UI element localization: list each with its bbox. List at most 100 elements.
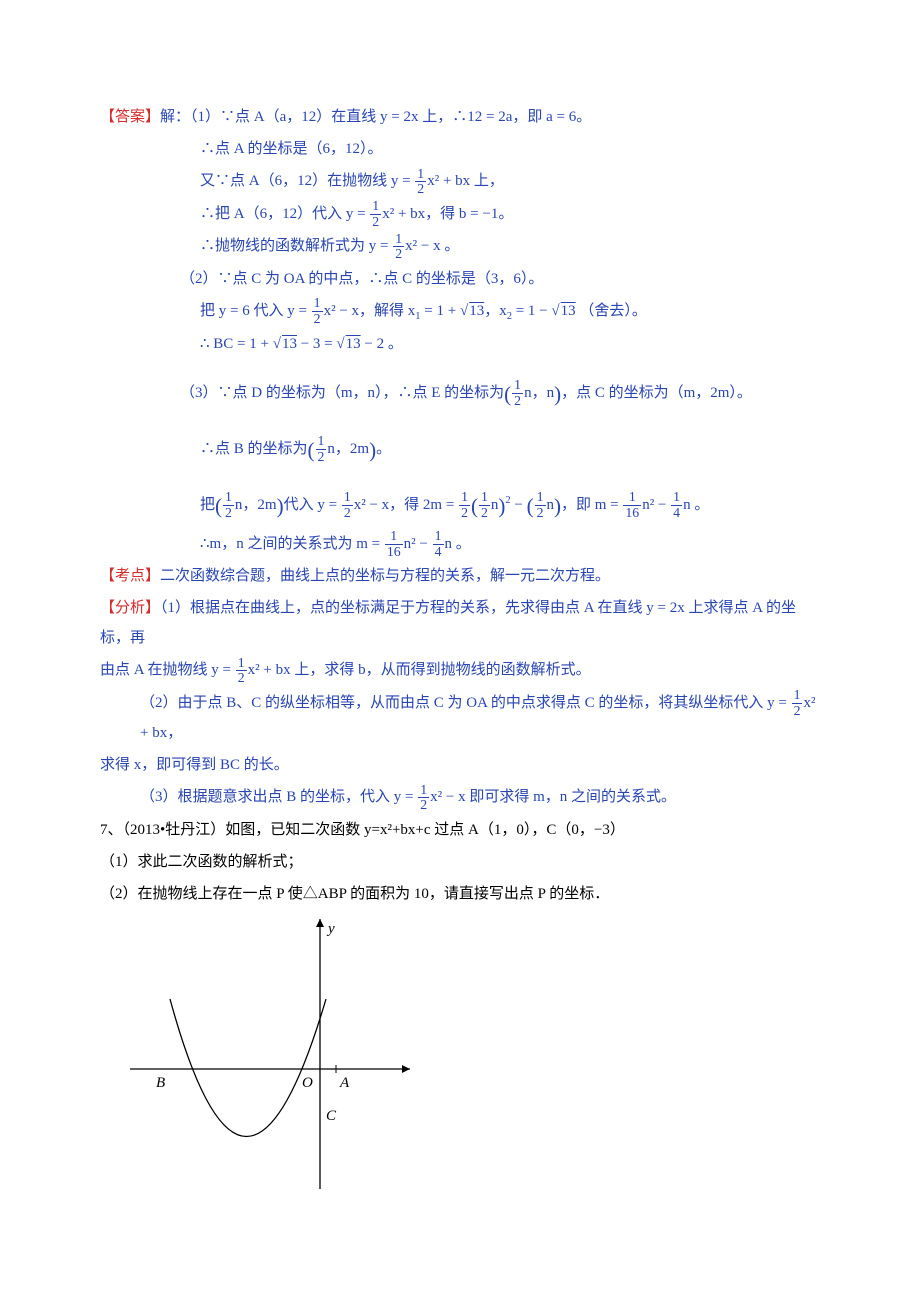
frac-sixteenth-icon: 116 (623, 490, 641, 520)
frac-half-icon: 12 (370, 199, 381, 229)
p2-l3-wrap: ∴ BC = 1 + √13 − 3 = √13 − 2 。 (100, 329, 820, 359)
kaodian-label: 【考点】 (100, 568, 160, 584)
p2-l2-sfx: （舍去）。 (579, 303, 647, 319)
p1-l2: ∴点 A 的坐标是（6，12）。 (200, 141, 383, 157)
p2-l2-c: ，x (484, 303, 507, 319)
p3-l1-pre: （3）∵点 D 的坐标为（m，n），∴点 E 的坐标为 (180, 385, 504, 401)
frac-half-icon: 12 (393, 232, 404, 262)
sqrt-13d: 13 (345, 336, 361, 352)
p3-l4-pre: ∴m，n 之间的关系式为 m = (200, 536, 384, 552)
p3-l3-mid1: 代入 y = (284, 497, 341, 513)
graph-svg-icon: y B O A C (130, 919, 410, 1189)
p1-l5-wrap: ∴抛物线的函数解析式为 y = 12x² − x 。 (100, 231, 820, 262)
frac-half-icon: 12 (459, 490, 470, 520)
fenxi-l2c-wrap: 求得 x，即可得到 BC 的长。 (100, 750, 820, 780)
fenxi-l1b-wrap: 由点 A 在抛物线 y = 12x² + bx 上，求得 b，从而得到抛物线的函… (100, 655, 820, 686)
frac-half-icon: 12 (792, 688, 803, 718)
svg-text:O: O (302, 1075, 313, 1091)
fenxi-l1: （1）根据点在曲线上，点的坐标满足于方程的关系，先求得由点 A 在直线 y = … (100, 600, 796, 646)
prob7-head: 7、（2013•牡丹江）如图，已知二次函数 y=x²+bx+c 过点 A（1，0… (100, 815, 820, 845)
frac-half-icon: 12 (418, 783, 429, 813)
frac-half-icon: 12 (312, 296, 323, 326)
lparen-icon: ( (215, 494, 222, 518)
svg-text:C: C (326, 1108, 337, 1124)
prob7-q1-text: （1）求此二次函数的解析式； (100, 854, 303, 870)
document-page: 【答案】解：（1）∵点 A（a，12）在直线 y = 2x 上，∴12 = 2a… (0, 0, 920, 1229)
p3-l4-wrap: ∴m，n 之间的关系式为 m = 116n² − 14n 。 (100, 529, 820, 560)
svg-text:B: B (156, 1075, 165, 1091)
lparen-icon: ( (471, 494, 478, 518)
p2-l2-pre: 把 y = 6 代入 y = (200, 303, 311, 319)
svg-text:A: A (339, 1075, 350, 1091)
frac-quarter-icon: 14 (671, 490, 682, 520)
kaodian-line: 【考点】二次函数综合题，曲线上点的坐标与方程的关系，解一元二次方程。 (100, 561, 820, 591)
p2-l1-wrap: （2）∵点 C 为 OA 的中点，∴点 C 的坐标是（3，6）。 (100, 264, 820, 294)
p1-l5-mid: x² − x 。 (405, 238, 459, 254)
fenxi-l2c: 求得 x，即可得到 BC 的长。 (100, 757, 289, 773)
answer-line-1: 【答案】解：（1）∵点 A（a，12）在直线 y = 2x 上，∴12 = 2a… (100, 102, 820, 132)
frac-half-icon: 12 (236, 656, 247, 686)
p1-l4-pre: ∴把 A（6，12）代入 y = (200, 206, 369, 222)
rparen-icon: ) (277, 494, 284, 518)
p3-l3-post: n 。 (683, 497, 709, 513)
lparen-icon: ( (308, 438, 315, 462)
p3-paren2: n，2m (327, 441, 369, 457)
prob7-q2: （2）在抛物线上存在一点 P 使△ABP 的面积为 10，请直接写出点 P 的坐… (100, 879, 820, 909)
p2-l1: （2）∵点 C 为 OA 的中点，∴点 C 的坐标是（3，6）。 (180, 271, 543, 287)
fenxi-l1b-pre: 由点 A 在抛物线 y = (100, 662, 235, 678)
prob7-q1: （1）求此二次函数的解析式； (100, 847, 820, 877)
frac-sixteenth-icon: 116 (385, 529, 403, 559)
frac-half-icon: 12 (479, 490, 490, 520)
frac-half-icon: 12 (535, 490, 546, 520)
sqrt-13b: 13 (560, 303, 576, 319)
fenxi-l1b-post: x² + bx 上，求得 b，从而得到抛物线的函数解析式。 (248, 662, 591, 678)
p3-l2-post: 。 (376, 441, 391, 457)
frac-half-icon: 12 (415, 167, 426, 197)
p3-l3-mid4: ，即 m = (561, 497, 622, 513)
kaodian-text: 二次函数综合题，曲线上点的坐标与方程的关系，解一元二次方程。 (160, 568, 610, 584)
p2-l2-eq2: = 1 − √ (512, 303, 560, 319)
rparen-icon: ) (554, 494, 561, 518)
p3-l1-wrap: （3）∵点 D 的坐标为（m，n），∴点 E 的坐标为(12n，n)，点 C 的… (100, 373, 820, 415)
p1-l3-wrap: 又∵点 A（6，12）在抛物线 y = 12x² + bx 上， (100, 166, 820, 197)
p3-l3-mid3: − (511, 497, 527, 513)
p3-l4-mid: n² − (404, 536, 432, 552)
frac-quarter-icon: 14 (433, 529, 444, 559)
p1-l4-wrap: ∴把 A（6，12）代入 y = 12x² + bx，得 b = −1。 (100, 199, 820, 230)
fenxi-l2-pre: （2）由于点 B、C 的纵坐标相等，从而由点 C 为 OA 的中点求得点 C 的… (140, 695, 791, 711)
fenxi-l3-wrap: （3）根据题意求出点 B 的坐标，代入 y = 12x² − x 即可求得 m，… (100, 782, 820, 813)
p1-l1: （1）∵点 A（a，12）在直线 y = 2x 上，∴12 = 2a，即 a =… (190, 109, 591, 125)
p2-l3-mid: − 3 = √ (297, 336, 345, 352)
frac-half-icon: 12 (223, 490, 234, 520)
frac-half-icon: 12 (342, 490, 353, 520)
p2-l3-post: − 2 。 (361, 336, 403, 352)
p1-l4-post: x² + bx，得 b = −1。 (382, 206, 513, 222)
prob7-head-text: 7、（2013•牡丹江）如图，已知二次函数 y=x²+bx+c 过点 A（1，0… (100, 822, 625, 838)
p3-l1-post: ，点 C 的坐标为（m，2m）。 (561, 385, 752, 401)
p2-l3-pre: ∴ BC = 1 + √ (200, 336, 281, 352)
answer-label: 【答案】 (100, 109, 160, 125)
p3-paren1: n，n (524, 385, 554, 401)
fenxi-l2-wrap: （2）由于点 B、C 的纵坐标相等，从而由点 C 为 OA 的中点求得点 C 的… (100, 688, 820, 749)
frac-half-icon: 12 (512, 378, 523, 408)
svg-text:y: y (326, 921, 335, 937)
lparen-icon: ( (504, 382, 511, 406)
p3-l3-wrap: 把(12n，2m)代入 y = 12x² − x，得 2m = 12(12n)2… (100, 485, 820, 527)
lparen-icon: ( (527, 494, 534, 518)
sqrt-13c: 13 (281, 336, 297, 352)
p3-l2-wrap: ∴点 B 的坐标为(12n，2m)。 (100, 429, 820, 471)
p1-l5-pre: ∴抛物线的函数解析式为 y = (200, 238, 392, 254)
frac-half-icon: 12 (316, 434, 327, 464)
answer-prefix: 解： (160, 109, 190, 125)
p2-l2-wrap: 把 y = 6 代入 y = 12x² − x，解得 x1 = 1 + √13，… (100, 296, 820, 327)
p3-l3-mid5: n² − (642, 497, 670, 513)
p2-l2-eq1: = 1 + √ (421, 303, 469, 319)
p1-l3-post: x² + bx 上， (427, 173, 504, 189)
fenxi-l3-post: x² − x 即可求得 m，n 之间的关系式。 (430, 789, 676, 805)
p3-l4-post: n 。 (445, 536, 471, 552)
p3-l3-pre: 把 (200, 497, 215, 513)
p3-paren3: n，2m (235, 497, 277, 513)
p3-l3-mid2: x² − x，得 2m = (354, 497, 458, 513)
parabola-graph: y B O A C (130, 919, 820, 1189)
prob7-q2-text: （2）在抛物线上存在一点 P 使△ABP 的面积为 10，请直接写出点 P 的坐… (100, 886, 609, 902)
